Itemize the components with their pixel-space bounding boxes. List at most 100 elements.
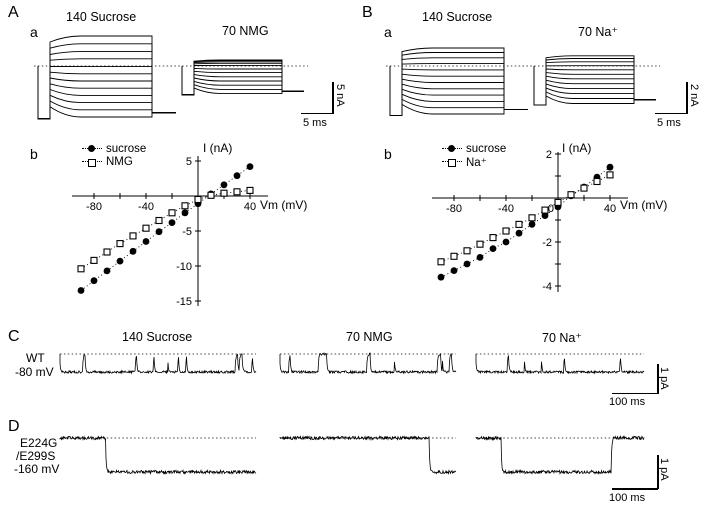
panel-label-Bb: b [384, 146, 392, 162]
genotype-label-WT: WT [26, 351, 45, 365]
data-point-open-square [502, 227, 510, 235]
data-point-filled-circle [181, 209, 189, 217]
data-point-filled-circle [476, 254, 484, 261]
data-point-open-square [103, 248, 111, 256]
scalebar-current-label-A: 5 nA [334, 84, 346, 107]
x-tick-label: 40 [604, 203, 616, 215]
data-point-open-square [606, 171, 614, 179]
scalebar-current-label-D: 1 pA [658, 458, 670, 481]
scalebar-time-label-D: 100 ms [609, 492, 646, 504]
mutant-label-line2: /E299S [16, 449, 56, 463]
condition-label-A-sucrose: 140 Sucrose [66, 10, 137, 24]
current-trace [389, 47, 528, 116]
scalebar-time-D [612, 488, 658, 490]
single-channel-trace [59, 353, 257, 375]
legend-A: sucrose NMG [82, 142, 146, 168]
x-tick-label: 0 [548, 203, 554, 215]
data-point-filled-circle [129, 247, 137, 255]
scalebar-time-label-B: 5 ms [657, 117, 681, 129]
data-point-filled-circle [103, 267, 111, 275]
data-point-open-square [450, 252, 458, 260]
legend-row-sucrose: sucrose [82, 142, 146, 155]
legend-row-na: Na⁺ [442, 155, 506, 169]
data-point-open-square [142, 224, 150, 232]
current-trace [389, 66, 528, 116]
panel-label-D: D [8, 418, 20, 435]
panel-Ab-iv-plot: -80 -40 40 5 -5 -10 -15 [72, 156, 268, 308]
y-tick-label: -4 [542, 281, 552, 293]
data-point-open-square [515, 220, 523, 228]
current-trace [37, 51, 176, 120]
data-point-open-square [541, 206, 549, 214]
data-point-open-square [181, 202, 189, 210]
panel-Aa-current-trace-family-plot [34, 35, 308, 120]
data-point-filled-circle [541, 212, 549, 219]
data-point-open-square [528, 214, 536, 222]
data-point-filled-circle [168, 219, 176, 226]
legend-label-sucrose: sucrose [466, 142, 507, 155]
data-point-open-square [580, 184, 588, 192]
y-tick-label: -5 [182, 226, 192, 238]
x-tick-label: -40 [498, 203, 514, 215]
scalebar-time-label-A: 5 ms [303, 117, 327, 129]
data-point-open-square [90, 256, 98, 264]
filled-circle-marker-icon [82, 144, 102, 153]
y-axis-label-B: I (nA) [562, 141, 592, 155]
iv-series-connector [80, 189, 251, 270]
current-trace [37, 35, 176, 120]
panel-Bb-iv-plot: -80 -40 0 40 2 -2 -4 [432, 149, 628, 293]
scalebar-current-D [657, 455, 659, 489]
y-axis-label-A: I (nA) [203, 141, 233, 155]
panel-label-Ab: b [30, 146, 38, 162]
voltage-label-C: -80 mV [15, 365, 54, 379]
condition-label-B-sucrose: 140 Sucrose [422, 10, 493, 24]
data-point-open-square [476, 240, 484, 248]
iv-series-connector [440, 166, 611, 278]
scalebar-time-label-C: 100 ms [609, 396, 646, 408]
open-square-marker-icon [442, 157, 462, 167]
data-point-filled-circle [437, 273, 445, 281]
panel-label-Aa: a [30, 24, 38, 40]
data-point-open-square [489, 234, 497, 242]
legend-row-nmg: NMG [82, 155, 146, 168]
y-tick-label: -10 [176, 261, 192, 273]
single-channel-trace [59, 435, 257, 476]
data-point-filled-circle [246, 163, 254, 170]
panel-label-Ba: a [384, 24, 392, 40]
condition-label-A-nmg: 70 NMG [222, 24, 269, 38]
panel-label-B: B [362, 4, 373, 21]
data-point-open-square [437, 258, 445, 266]
current-trace [389, 52, 528, 116]
condition-header-C-na: 70 Na⁺ [542, 331, 582, 345]
data-point-filled-circle [528, 221, 536, 228]
single-channel-trace [475, 435, 645, 476]
data-point-filled-circle [142, 238, 150, 245]
filled-circle-marker-icon [442, 144, 462, 153]
data-point-open-square [155, 216, 163, 225]
data-point-open-square [246, 186, 254, 194]
current-trace [181, 61, 304, 96]
single-channel-trace [279, 435, 457, 475]
current-trace [181, 59, 304, 96]
data-point-filled-circle [489, 245, 497, 252]
data-point-open-square [168, 209, 176, 217]
x-axis-label-A: Vm (mV) [260, 198, 308, 212]
data-point-filled-circle [77, 287, 85, 294]
legend-label-sucrose: sucrose [106, 142, 147, 155]
y-tick-label: 5 [186, 156, 192, 168]
panel-D-single-channel-traces [59, 435, 645, 476]
x-tick-label: -80 [86, 201, 102, 213]
voltage-label-D: -160 mV [14, 462, 60, 476]
data-point-open-square [463, 247, 471, 255]
data-point-open-square [593, 177, 601, 186]
current-trace [533, 55, 656, 106]
data-point-open-square [554, 198, 562, 206]
scalebar-current-label-B: 2 nA [688, 84, 700, 107]
data-point-open-square [207, 191, 215, 199]
x-tick-label: -80 [446, 203, 462, 215]
single-channel-trace [475, 354, 645, 375]
panel-label-A: A [8, 4, 19, 21]
scalebar-current-A [332, 82, 334, 114]
data-point-open-square [194, 195, 202, 204]
